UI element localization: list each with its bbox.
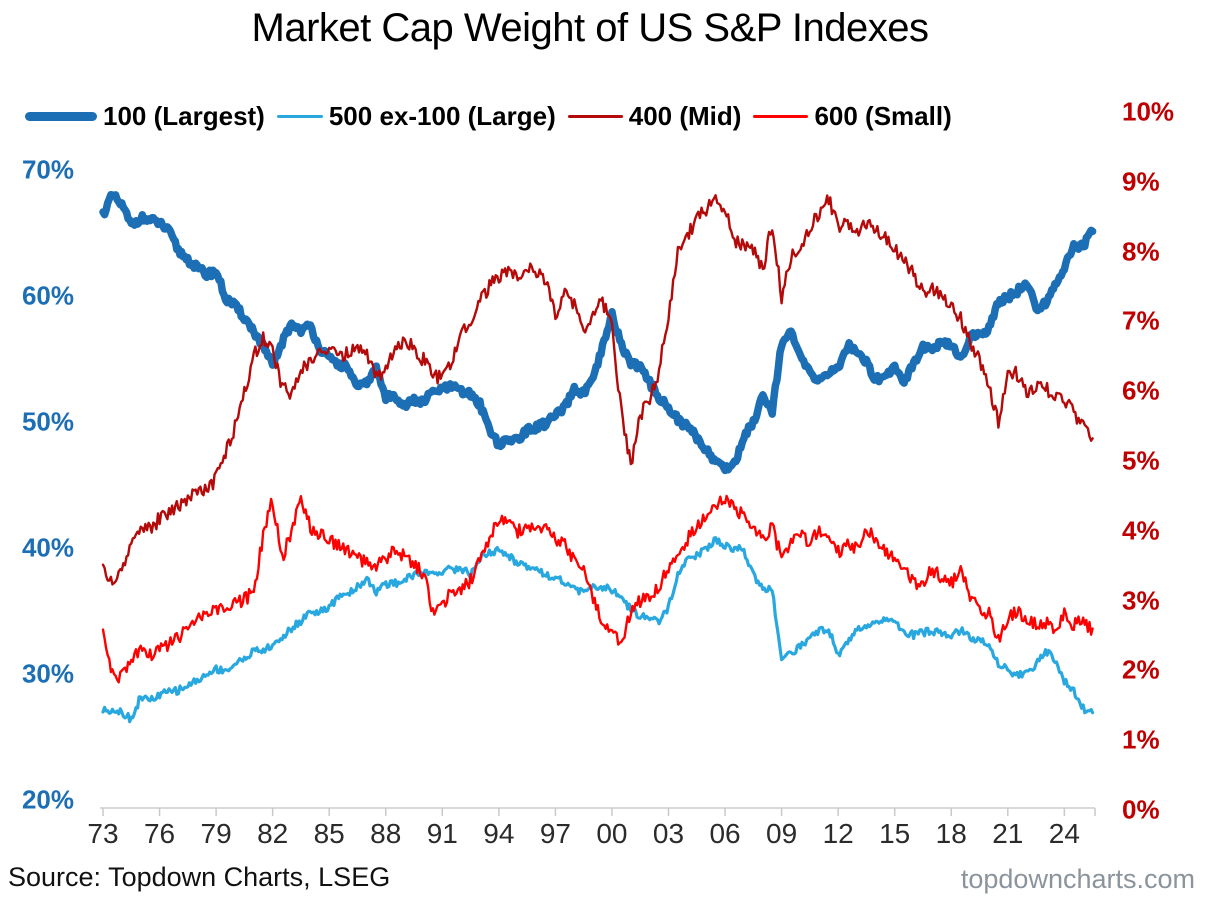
chart-title: Market Cap Weight of US S&P Indexes <box>251 6 929 50</box>
x-axis-label: 94 <box>483 818 515 849</box>
y-axis-label-right: 6% <box>1122 375 1160 406</box>
x-axis-label: 82 <box>257 818 289 849</box>
y-axis-label-right: 0% <box>1122 794 1160 825</box>
legend-line-swatch-600 <box>753 114 809 118</box>
legend-line-swatch-100 <box>25 111 97 121</box>
y-axis-label-right: 5% <box>1122 445 1160 476</box>
legend-label-500: 500 ex-100 (Large) <box>328 100 556 131</box>
x-axis-label: 88 <box>370 818 402 849</box>
legend-line-swatch-500 <box>276 114 323 118</box>
x-axis-label: 97 <box>539 818 571 849</box>
y-axis-label-left: 30% <box>21 658 74 689</box>
watermark: topdowncharts.com <box>960 864 1195 894</box>
y-axis-label-right: 10% <box>1122 96 1175 127</box>
x-axis-label: 12 <box>822 818 854 849</box>
x-axis-label: 79 <box>200 818 232 849</box>
x-axis-label: 85 <box>313 818 345 849</box>
x-axis-label: 18 <box>935 818 967 849</box>
legend-item-500-ex-100: 500 ex-100 (Large) <box>276 100 556 132</box>
y-axis-label-right: 9% <box>1122 166 1160 197</box>
legend-label-100: 100 (Largest) <box>103 100 265 131</box>
x-axis-label: 09 <box>766 818 798 849</box>
x-axis-label: 00 <box>596 818 628 849</box>
y-axis-label-left: 20% <box>21 784 74 815</box>
y-axis-label-left: 60% <box>21 280 74 311</box>
legend-label-600: 600 (Small) <box>814 100 952 131</box>
legend-item-600-small: 600 (Small) <box>753 100 952 132</box>
y-axis-label-left: 40% <box>21 532 74 563</box>
x-axis-label: 06 <box>709 818 741 849</box>
legend-item-100-largest: 100 (Largest) <box>25 101 265 132</box>
x-axis-label: 76 <box>143 818 176 849</box>
y-axis-label-right: 2% <box>1122 654 1160 685</box>
legend-label-400: 400 (Mid) <box>628 100 742 131</box>
x-axis-label: 21 <box>992 818 1024 849</box>
y-axis-label-left: 70% <box>21 154 74 185</box>
x-axis-label: 03 <box>652 818 685 849</box>
y-axis-label-right: 1% <box>1122 724 1160 755</box>
x-axis-label: 91 <box>426 818 458 849</box>
y-axis-label-right: 3% <box>1122 585 1160 616</box>
x-axis-label: 73 <box>87 818 119 849</box>
x-axis-label: 15 <box>879 818 911 849</box>
legend-line-swatch-400 <box>567 114 623 118</box>
legend: 100 (Largest) 500 ex-100 (Large) 400 (Mi… <box>25 98 964 134</box>
y-axis-label-right: 4% <box>1122 515 1160 546</box>
legend-item-400-mid: 400 (Mid) <box>567 100 742 132</box>
source-note: Source: Topdown Charts, LSEG <box>8 862 391 892</box>
x-axis-label: 24 <box>1048 818 1080 849</box>
y-axis-label-right: 7% <box>1122 305 1160 336</box>
y-axis-label-right: 8% <box>1122 236 1160 267</box>
y-axis-label-left: 50% <box>21 406 74 437</box>
